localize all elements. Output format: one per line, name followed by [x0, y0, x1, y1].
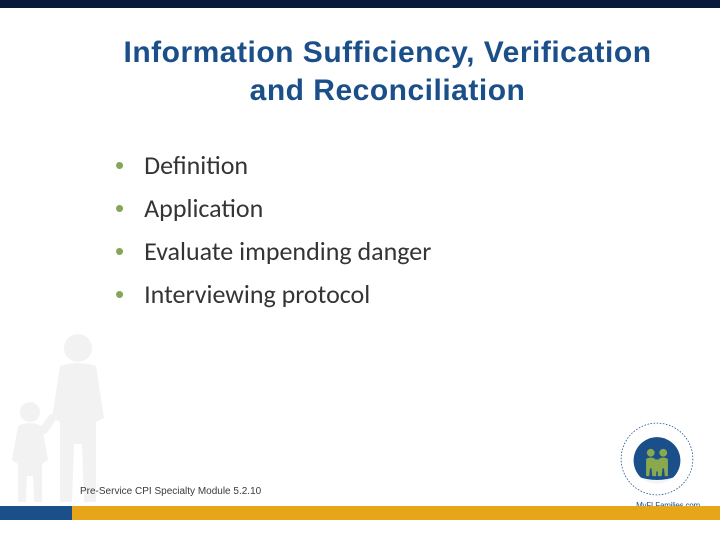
list-item: • Definition: [115, 148, 660, 183]
footer-bar-gold: [72, 506, 720, 520]
bullet-list: • Definition • Application • Evaluate im…: [115, 148, 660, 320]
bullet-label: Evaluate impending danger: [144, 234, 431, 269]
list-item: • Application: [115, 191, 660, 226]
slide: Information Sufficiency, Verification an…: [0, 0, 720, 540]
footer-bar-blue: [0, 506, 72, 520]
bullet-label: Application: [144, 191, 263, 226]
bullet-icon: •: [115, 150, 124, 181]
list-item: • Interviewing protocol: [115, 277, 660, 312]
footer-module-text: Pre-Service CPI Specialty Module 5.2.10: [80, 486, 261, 497]
bullet-label: Interviewing protocol: [144, 277, 370, 312]
bullet-icon: •: [115, 193, 124, 224]
bullet-label: Definition: [144, 148, 248, 183]
bullet-icon: •: [115, 279, 124, 310]
watermark-figures-icon: [0, 326, 140, 506]
footer-color-bars: [0, 506, 720, 520]
top-border-bar: [0, 0, 720, 8]
bullet-icon: •: [115, 236, 124, 267]
list-item: • Evaluate impending danger: [115, 234, 660, 269]
slide-title: Information Sufficiency, Verification an…: [95, 34, 680, 109]
dept-logo-icon: [618, 420, 696, 498]
